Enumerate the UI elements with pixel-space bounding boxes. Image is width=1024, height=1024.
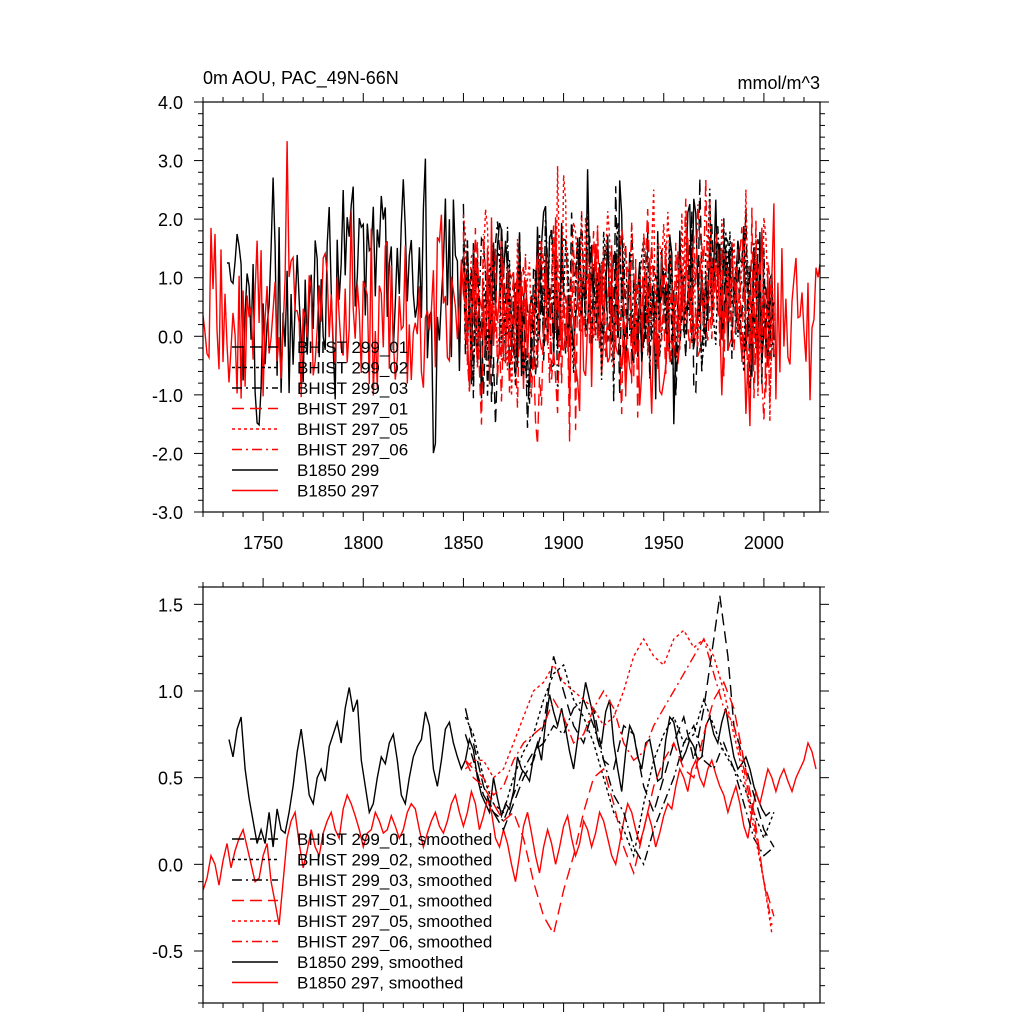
x-tick-label: 1800: [343, 533, 383, 553]
legend-entry: B1850 297: [297, 482, 379, 501]
series-line-bhist-299-02-smoothed: [464, 663, 775, 859]
y-tick-label: 1.0: [158, 682, 183, 702]
top-panel-units: mmol/m^3: [738, 73, 820, 93]
y-tick-label: 1.0: [158, 269, 183, 289]
bottom-panel-legend: BHIST 299_01, smoothed BHIST 299_02, smoo…: [232, 830, 492, 993]
series-line-bhist-297-05-smoothed: [464, 629, 773, 934]
top-panel-title: 0m AOU, PAC_49N-66N: [203, 68, 399, 89]
y-tick-label: -3.0: [152, 503, 183, 523]
y-tick-label: -1.0: [152, 386, 183, 406]
top-panel-series: [203, 141, 820, 454]
top-panel-axes: 1750 1800 1850 1900 1950 2000 4.0 3.0 2.0 1.0 0.0 -…: [152, 93, 829, 553]
legend-entry: BHIST 299_02, smoothed: [297, 851, 492, 870]
legend-entry: BHIST 297_06: [297, 441, 408, 460]
top-panel: 0m AOU, PAC_49N-66N mmol/m^3 1750 1800 185…: [152, 68, 829, 553]
bottom-panel-series: [203, 595, 817, 936]
legend-entry: BHIST 299_01: [297, 338, 408, 357]
legend-entry: B1850 299, smoothed: [297, 953, 463, 972]
series-line-b1850-297: [203, 141, 820, 427]
legend-entry: BHIST 299_01, smoothed: [297, 830, 492, 849]
x-tick-label: 1900: [544, 533, 584, 553]
legend-entry: BHIST 297_06, smoothed: [297, 933, 492, 952]
legend-entry: B1850 299: [297, 461, 379, 480]
legend-entry: B1850 297, smoothed: [297, 974, 463, 993]
x-tick-label: 1750: [243, 533, 283, 553]
series-line-bhist-297-01-smoothed: [464, 680, 775, 936]
y-tick-label: 2.0: [158, 210, 183, 230]
bottom-panel: 1.51.00.50.0-0.5 BHIST 299_01, smoothedB…: [152, 578, 829, 1012]
series-line-bhist-299-03-smoothed: [464, 698, 775, 867]
legend-entry: BHIST 297_05: [297, 420, 408, 439]
y-tick-label: 3.0: [158, 152, 183, 172]
y-tick-label: 0.5: [158, 769, 183, 789]
series-line-bhist-297-05: [462, 165, 775, 422]
y-tick-label: -0.5: [152, 942, 183, 962]
y-tick-label: 4.0: [158, 93, 183, 113]
legend-entry: BHIST 299_03: [297, 379, 408, 398]
x-tick-label: 1850: [443, 533, 483, 553]
y-tick-label: -2.0: [152, 444, 183, 464]
plot-frame: [202, 101, 821, 513]
y-tick-label: 1.5: [158, 595, 183, 615]
series-line-bhist-299-01-smoothed: [464, 595, 775, 848]
y-tick-label: 0.0: [158, 327, 183, 347]
legend-entry: BHIST 299_02: [297, 359, 408, 378]
series-line-bhist-297-01: [462, 207, 775, 445]
legend-entry: BHIST 297_05, smoothed: [297, 912, 492, 931]
legend-entry: BHIST 297_01: [297, 400, 408, 419]
series-line-bhist-297-06-smoothed: [464, 637, 773, 926]
legend-entry: BHIST 297_01, smoothed: [297, 892, 492, 911]
bottom-panel-axes: 1.5 1.0 0.5 0.0 -0.5: [152, 578, 829, 1012]
x-tick-label: 2000: [744, 533, 784, 553]
y-tick-label: 0.0: [158, 855, 183, 875]
legend-entry: BHIST 299_03, smoothed: [297, 871, 492, 890]
series-line-b1850-299-smoothed: [228, 682, 771, 848]
x-tick-label: 1950: [644, 533, 684, 553]
